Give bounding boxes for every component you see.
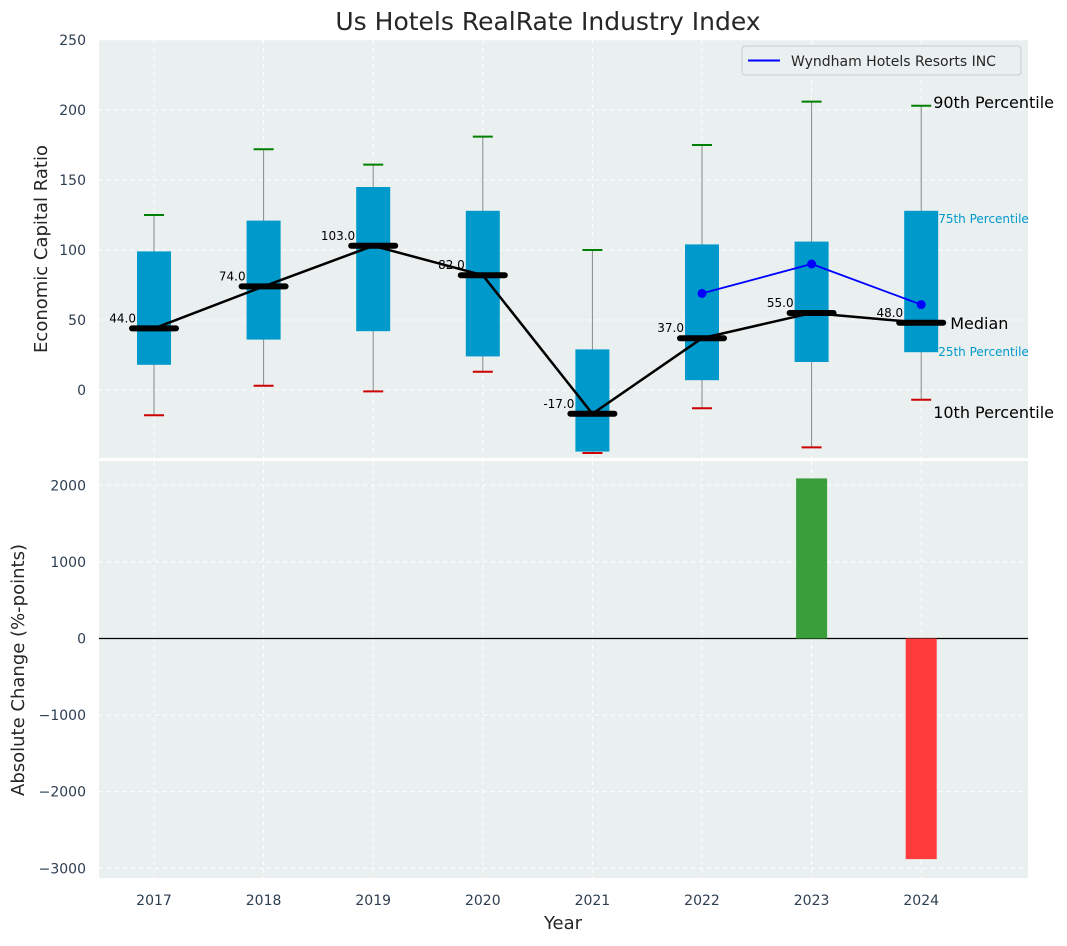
bottom-gridlines [99,461,1028,878]
median-trend-line [153,244,922,416]
median-polyline [153,244,922,416]
median-value-label: 37.0 [657,321,684,335]
top-plot-background [99,40,1028,458]
change-bar-2023 [796,478,828,639]
chart-title: Us Hotels RealRate Industry Index [335,7,760,36]
annotation-p90: 90th Percentile [933,93,1054,112]
top-y-tick-label: 100 [59,243,86,259]
legend-box [741,45,1022,76]
top-y-tick-label: 200 [59,103,86,119]
iqr-box [465,210,500,357]
change-bars [99,478,1028,860]
x-axis-label: Year [543,913,583,934]
percentile-annotations: 90th Percentile 75th Percentile Median 25th… [933,93,1054,422]
top-y-tick-labels: 0 50 100 150 200 250 [59,33,86,399]
median-value-label: 103.0 [321,229,355,243]
annotation-p25: 25th Percentile [938,345,1029,359]
bottom-y-tick-label: 1000 [50,555,86,571]
annotation-p10: 10th Percentile [933,403,1054,422]
iqr-box [246,220,281,340]
median-value-label: 48.0 [876,306,903,320]
box-2020: 82.0 [438,135,508,373]
x-tick-label: 2024 [903,893,939,909]
median-value-label: 55.0 [767,296,794,310]
x-tick-labels: 2017 2018 2019 2020 2021 2022 2023 2024 [136,893,939,909]
x-tick-label: 2020 [465,893,501,909]
top-y-axis-label: Economic Capital Ratio [31,145,52,353]
bottom-y-tick-label: 2000 [50,478,86,494]
bottom-y-tick-label: 0 [77,632,86,648]
x-tick-label: 2021 [575,893,611,909]
company-series [697,259,926,310]
company-point [697,288,707,298]
iqr-box [356,187,391,332]
bottom-y-axis-label: Absolute Change (%-points) [8,544,29,796]
change-bar-2024 [905,638,937,860]
top-y-tick-label: 150 [59,173,86,189]
legend-label: Wyndham Hotels Resorts INC [791,54,996,70]
iqr-box [137,251,171,365]
median-value-label: -17.0 [543,397,574,411]
box-2019: 103.0 [321,163,399,393]
x-tick-label: 2017 [136,893,172,909]
x-tick-label: 2019 [355,893,391,909]
x-tick-label: 2018 [246,893,282,909]
x-tick-label: 2022 [684,893,720,909]
bottom-plot-background [99,461,1028,878]
median-value-label: 74.0 [219,269,246,283]
iqr-box [685,244,719,381]
bottom-y-tick-label: −2000 [39,785,86,801]
box-plots: 44.0 74.0 103.0 82.0 -17.0 37.0 55.0 48.0 [109,100,947,454]
bottom-y-tick-label: −3000 [39,861,86,877]
top-y-tick-label: 50 [68,313,86,329]
top-y-tick-label: 0 [77,383,86,399]
annotation-p75: 75th Percentile [938,212,1029,226]
company-point [916,300,926,310]
x-tick-label: 2023 [794,893,830,909]
iqr-box [904,210,939,353]
legend: Wyndham Hotels Resorts INC [741,45,1022,76]
box-2022: 37.0 [657,144,727,410]
top-y-tick-label: 250 [59,33,86,49]
annotation-median: Median [950,314,1008,333]
company-point [807,259,817,269]
median-value-label: 44.0 [109,311,136,325]
box-2024: 48.0 [876,104,947,401]
bottom-y-tick-labels: −3000 −2000 −1000 0 1000 2000 [39,478,86,877]
bottom-y-tick-label: −1000 [39,708,86,724]
